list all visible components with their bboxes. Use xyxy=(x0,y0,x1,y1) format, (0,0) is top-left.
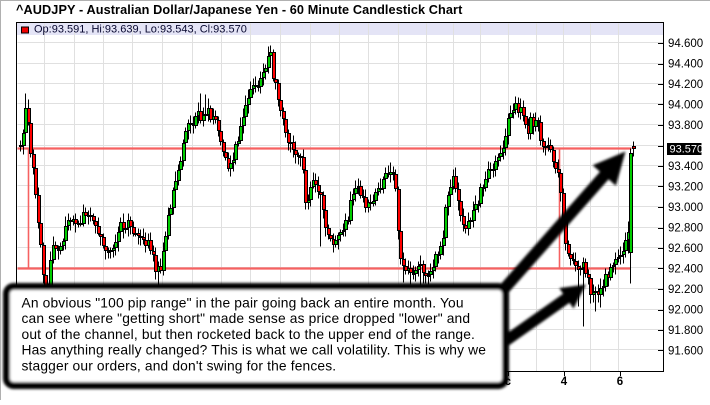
svg-text:stagger our orders, and don't: stagger our orders, and don't swing for … xyxy=(22,358,337,373)
svg-text:can see where "getting short": can see where "getting short" made sense… xyxy=(22,311,471,326)
svg-text:An obvious "100 pip range" in: An obvious "100 pip range" in the pair g… xyxy=(22,296,464,311)
svg-text:93.200: 93.200 xyxy=(668,182,703,194)
svg-text:92.600: 92.600 xyxy=(668,243,703,255)
svg-text:94.000: 94.000 xyxy=(668,100,703,112)
svg-text:92.400: 92.400 xyxy=(668,264,703,276)
svg-text:93.570: 93.570 xyxy=(670,144,704,156)
svg-text:4: 4 xyxy=(561,376,568,388)
svg-text:94.400: 94.400 xyxy=(668,59,703,71)
svg-text:91.600: 91.600 xyxy=(668,346,703,358)
svg-text:93.400: 93.400 xyxy=(668,161,703,173)
svg-text:92.000: 92.000 xyxy=(668,305,703,317)
svg-text:6: 6 xyxy=(617,376,623,388)
svg-text:Has anything really changed? T: Has anything really changed? This is wha… xyxy=(22,343,487,358)
svg-text:94.200: 94.200 xyxy=(668,79,703,91)
svg-text:92.200: 92.200 xyxy=(668,284,703,296)
svg-text:Op:93.591, Hi:93.639, Lo:93.54: Op:93.591, Hi:93.639, Lo:93.543, Cl:93.5… xyxy=(34,24,247,36)
svg-text:93.800: 93.800 xyxy=(668,120,703,132)
svg-text:94.600: 94.600 xyxy=(668,38,703,50)
svg-text:out of the channel, but then r: out of the channel, but then rocketed ba… xyxy=(22,327,476,342)
svg-text:93.000: 93.000 xyxy=(668,202,703,214)
svg-text:92.800: 92.800 xyxy=(668,223,703,235)
svg-text:91.800: 91.800 xyxy=(668,325,703,337)
